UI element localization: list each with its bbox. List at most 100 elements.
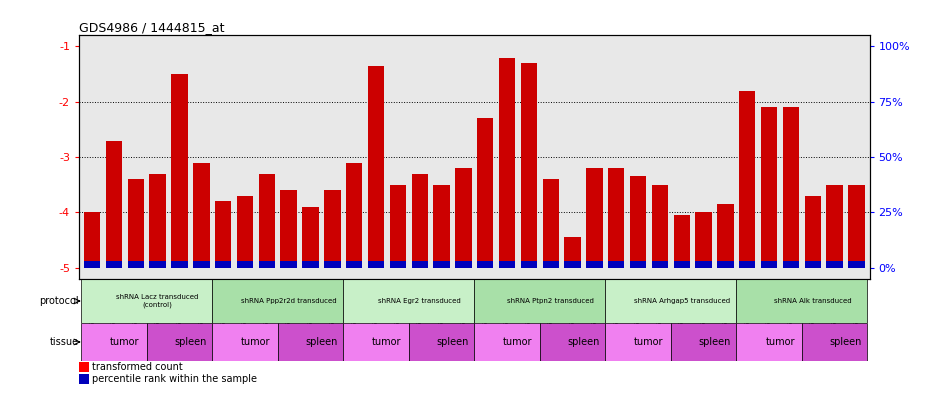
Bar [215, 261, 232, 268]
Bar [608, 261, 624, 268]
Text: spleen: spleen [698, 337, 731, 347]
Bar [455, 168, 472, 268]
Bar [147, 323, 212, 361]
Bar [368, 261, 384, 268]
Bar [565, 261, 580, 268]
Text: tumor: tumor [241, 337, 271, 347]
Bar [171, 261, 188, 268]
Text: tissue: tissue [49, 337, 79, 347]
Bar [783, 107, 799, 268]
Text: tumor: tumor [110, 337, 140, 347]
Bar [783, 261, 799, 268]
Bar [390, 185, 406, 268]
Bar [804, 261, 821, 268]
Bar [106, 261, 122, 268]
Bar [630, 261, 646, 268]
Bar [346, 163, 363, 268]
Bar [171, 74, 188, 268]
Text: tumor: tumor [372, 337, 402, 347]
Bar [278, 323, 343, 361]
Bar [673, 261, 690, 268]
Bar [325, 190, 340, 268]
Bar [539, 323, 605, 361]
Bar [215, 201, 232, 268]
Bar [127, 261, 144, 268]
Text: GDS4986 / 1444815_at: GDS4986 / 1444815_at [79, 21, 224, 34]
Bar [84, 261, 100, 268]
Bar [237, 261, 253, 268]
Bar [586, 261, 603, 268]
Bar [474, 279, 605, 323]
Bar [79, 374, 88, 384]
Bar [737, 323, 802, 361]
Bar [193, 261, 209, 268]
Bar [696, 213, 711, 268]
Bar [212, 279, 343, 323]
Bar [79, 362, 88, 372]
Bar [302, 261, 319, 268]
Text: spleen: spleen [436, 337, 469, 347]
Bar [411, 261, 428, 268]
Bar [259, 261, 275, 268]
Bar [325, 261, 340, 268]
Text: shRNA Alk transduced: shRNA Alk transduced [774, 298, 852, 304]
Bar [390, 261, 406, 268]
Text: spleen: spleen [567, 337, 600, 347]
Bar [605, 323, 671, 361]
Bar [542, 179, 559, 268]
Bar [739, 91, 755, 268]
Bar [474, 323, 539, 361]
Text: spleen: spleen [174, 337, 206, 347]
Bar [281, 190, 297, 268]
Bar [477, 118, 494, 268]
Bar [605, 279, 737, 323]
Bar [671, 323, 737, 361]
Text: percentile rank within the sample: percentile rank within the sample [92, 374, 257, 384]
Bar [81, 279, 212, 323]
Text: protocol: protocol [39, 296, 79, 306]
Bar [343, 323, 409, 361]
Text: tumor: tumor [634, 337, 664, 347]
Bar [193, 163, 209, 268]
Bar [455, 261, 472, 268]
Bar [127, 179, 144, 268]
Bar [848, 185, 865, 268]
Bar [827, 261, 843, 268]
Text: transformed count: transformed count [92, 362, 182, 372]
Bar [477, 261, 494, 268]
Bar [630, 176, 646, 268]
Bar [804, 196, 821, 268]
Bar [84, 213, 100, 268]
Bar [737, 279, 868, 323]
Bar [150, 174, 166, 268]
Bar [302, 207, 319, 268]
Bar [739, 261, 755, 268]
Text: tumor: tumor [503, 337, 533, 347]
Bar [673, 215, 690, 268]
Bar [717, 261, 734, 268]
Bar [212, 323, 278, 361]
Bar [368, 66, 384, 268]
Bar [281, 261, 297, 268]
Bar [237, 196, 253, 268]
Bar [81, 323, 147, 361]
Bar [259, 174, 275, 268]
Bar [346, 261, 363, 268]
Bar [150, 261, 166, 268]
Bar [409, 323, 474, 361]
Bar [433, 185, 450, 268]
Bar [696, 261, 711, 268]
Bar [498, 261, 515, 268]
Bar [652, 261, 668, 268]
Text: shRNA Ptpn2 transduced: shRNA Ptpn2 transduced [507, 298, 594, 304]
Bar [106, 141, 122, 268]
Bar [542, 261, 559, 268]
Text: spleen: spleen [305, 337, 338, 347]
Bar [433, 261, 450, 268]
Text: shRNA Lacz transduced
(control): shRNA Lacz transduced (control) [116, 294, 199, 308]
Bar [761, 261, 777, 268]
Bar [586, 168, 603, 268]
Bar [652, 185, 668, 268]
Bar [411, 174, 428, 268]
Bar [848, 261, 865, 268]
